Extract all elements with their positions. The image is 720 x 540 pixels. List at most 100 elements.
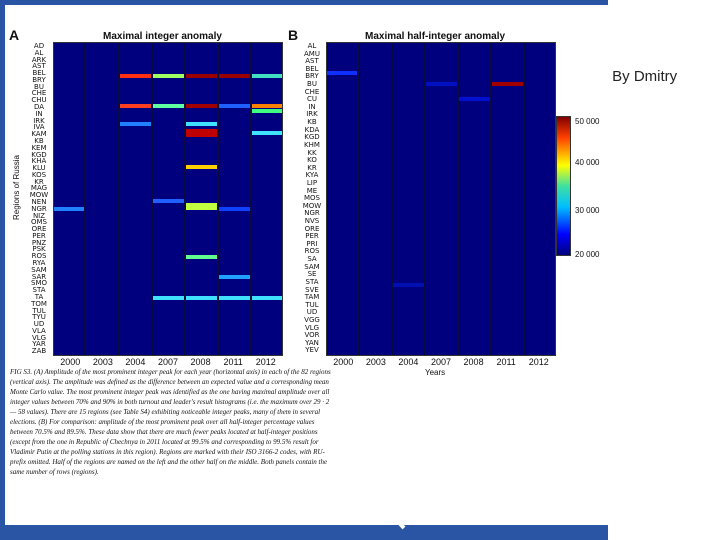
- region-label: PNZ: [31, 238, 47, 247]
- region-label: KAM: [31, 130, 47, 139]
- region-label: UD: [306, 308, 318, 317]
- year-label: 2000: [333, 357, 354, 367]
- region-label: PER: [305, 232, 319, 241]
- region-label: AL: [307, 42, 317, 50]
- region-label: YEV: [305, 346, 319, 355]
- region-label: ROS: [304, 247, 320, 256]
- region-label: ROS: [31, 252, 47, 261]
- panel-b-title: Maximal half-integer anomaly: [365, 31, 506, 42]
- region-label: KLU: [32, 164, 46, 173]
- region-label: BRY: [32, 75, 46, 84]
- year-label: 2012: [255, 357, 276, 367]
- colorbar: [556, 116, 571, 256]
- region-label: ORE: [31, 225, 47, 234]
- region-label: ZAB: [31, 347, 47, 356]
- year-label: 2008: [463, 357, 484, 367]
- region-label: YAR: [32, 340, 46, 349]
- colorbar-tick: 50 000: [575, 117, 600, 126]
- region-label: CU: [306, 95, 317, 104]
- region-label: YAN: [305, 338, 319, 347]
- region-label: STA: [305, 277, 319, 286]
- region-label: STA: [32, 286, 46, 295]
- region-label: CHE: [31, 89, 47, 98]
- region-label: BU: [307, 80, 317, 89]
- region-label: AST: [305, 57, 319, 66]
- region-label: AST: [32, 62, 46, 71]
- y-axis-title: Regions of Russia: [12, 155, 21, 220]
- region-label: SA: [307, 255, 317, 264]
- region-label: KR: [34, 177, 44, 186]
- year-label: 2012: [528, 357, 549, 367]
- region-label: SAM: [31, 265, 47, 274]
- region-label: CHE: [304, 87, 320, 96]
- region-label: VLG: [304, 323, 320, 332]
- heatmap-b: [326, 42, 556, 356]
- figure-caption: FIG S3. (A) Amplitude of the most promin…: [10, 368, 331, 476]
- region-label: KK: [307, 148, 317, 157]
- year-label: 2007: [157, 357, 178, 367]
- region-label: PER: [32, 231, 46, 240]
- region-label: TUL: [305, 300, 319, 309]
- year-label: 2008: [190, 357, 211, 367]
- region-label: VLG: [31, 333, 47, 342]
- region-label: BU: [34, 82, 44, 91]
- region-label: NGR: [31, 204, 47, 213]
- slide-right-panel: [608, 0, 720, 540]
- region-label: DA: [33, 103, 45, 112]
- region-label: VGG: [304, 315, 320, 324]
- colorbar-tick: 20 000: [575, 250, 600, 259]
- region-label: BEL: [305, 64, 319, 73]
- heatmap-a: [53, 42, 283, 356]
- figure-image: A Maximal integer anomaly Regions of Rus…: [5, 5, 608, 525]
- region-label: NVS: [304, 217, 320, 226]
- region-label: KYA: [305, 171, 319, 180]
- region-label: BRY: [305, 72, 319, 81]
- region-label: NGR: [304, 209, 320, 218]
- region-label: MAG: [30, 184, 48, 193]
- region-label: VOR: [304, 331, 320, 340]
- region-label: NEN: [31, 198, 47, 206]
- region-label: SMO: [31, 279, 47, 288]
- region-label: KGD: [31, 150, 47, 159]
- region-label: AD: [33, 42, 45, 50]
- region-label: TYU: [32, 313, 46, 322]
- region-label: IN: [308, 102, 316, 111]
- year-label: 2004: [125, 357, 146, 367]
- region-label: TOM: [31, 299, 47, 308]
- region-label: SAM: [304, 262, 320, 271]
- region-label: RYA: [32, 259, 46, 268]
- x-axis-title: Years: [425, 368, 446, 377]
- region-label: IVA: [33, 123, 45, 132]
- region-label: MOW: [29, 191, 49, 200]
- region-label: IRK: [306, 110, 318, 119]
- panel-a-title: Maximal integer anomaly: [103, 31, 222, 42]
- region-label: KOS: [31, 170, 47, 179]
- region-label: SAR: [31, 272, 47, 281]
- region-label: KEM: [31, 143, 47, 152]
- year-label: 2011: [223, 357, 243, 367]
- region-label: KB: [307, 118, 317, 127]
- panel-a-letter: A: [9, 27, 20, 43]
- year-label: 2007: [430, 357, 451, 367]
- region-label: IN: [35, 109, 43, 118]
- region-label: KDA: [304, 125, 320, 134]
- region-label: SE: [307, 270, 317, 279]
- region-label: KO: [307, 156, 317, 165]
- region-label: PSK: [32, 245, 46, 254]
- region-label: SVE: [305, 285, 319, 294]
- region-label: ARK: [31, 55, 47, 64]
- region-label: CHU: [31, 96, 47, 105]
- region-label: KHM: [304, 140, 320, 149]
- panel-b-letter: B: [288, 27, 299, 43]
- year-label: 2003: [92, 357, 113, 367]
- region-label: KB: [34, 136, 44, 145]
- region-label: AL: [34, 48, 44, 57]
- region-label: TAM: [304, 293, 320, 302]
- region-label: KR: [307, 163, 317, 172]
- region-label: ORE: [304, 224, 320, 233]
- region-label: PRI: [306, 239, 318, 248]
- region-label: UD: [33, 320, 45, 329]
- year-label: 2011: [496, 357, 516, 367]
- region-label: OMS: [31, 218, 47, 227]
- colorbar-tick: 30 000: [575, 206, 600, 215]
